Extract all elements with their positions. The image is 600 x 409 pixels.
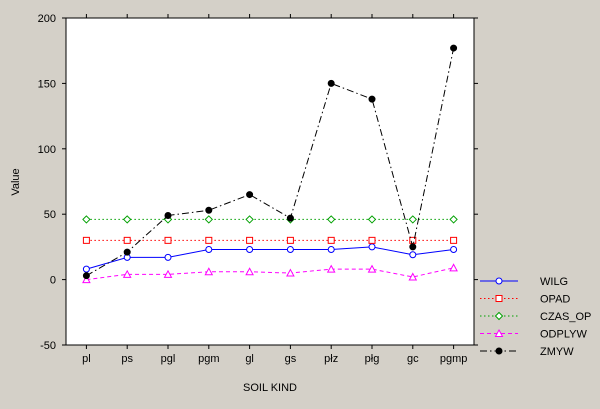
axes: -50 0 50 100 150 200 pl ps pgl pgm gl gs płz płg gc pgm…: [38, 13, 478, 365]
legend-marker: [495, 295, 503, 302]
series-line: [86, 267, 454, 281]
legend-item: ODPLYW: [480, 329, 587, 341]
data-point: [286, 246, 294, 254]
data-point: [122, 269, 132, 278]
series-line: [86, 47, 455, 277]
data-point: [286, 268, 295, 277]
data-point: [82, 265, 90, 273]
data-point: [450, 236, 458, 244]
x-tick-label: pgl: [161, 353, 176, 365]
legend-label: WILG: [540, 276, 568, 288]
series-wilg: [82, 243, 458, 273]
y-tick-label: 50: [44, 209, 56, 221]
legend-marker: [495, 347, 503, 355]
y-tick-label: 0: [50, 275, 56, 287]
data-point: [204, 215, 214, 224]
legend-item: OPAD: [480, 294, 570, 306]
x-tick-label: płg: [365, 353, 380, 365]
data-point: [164, 253, 172, 261]
legend-label: OPAD: [540, 294, 570, 306]
data-point: [327, 236, 335, 244]
data-point: [164, 212, 172, 220]
legend-label: ZMYW: [540, 346, 574, 358]
data-point: [326, 264, 336, 273]
data-point: [246, 236, 254, 244]
x-tick-label: pgmp: [440, 353, 468, 365]
data-point: [409, 243, 417, 251]
data-point: [205, 246, 213, 254]
data-point: [449, 215, 458, 224]
x-tick-label: pl: [82, 353, 91, 365]
data-point: [245, 267, 254, 276]
series-group: [82, 44, 458, 284]
x-tick-label: gl: [245, 353, 254, 365]
data-point: [327, 246, 335, 254]
data-point: [450, 44, 458, 52]
data-point: [409, 251, 417, 259]
data-point: [246, 246, 254, 254]
data-point: [205, 236, 213, 244]
data-point: [246, 191, 254, 199]
y-tick-label: 100: [38, 144, 56, 156]
y-tick-label: 150: [38, 78, 56, 90]
x-axis-label: SOIL KIND: [243, 382, 297, 394]
data-point: [123, 248, 131, 256]
data-point: [245, 215, 254, 224]
data-point: [368, 243, 376, 251]
legend-item: WILG: [480, 276, 568, 288]
series-zmyw: [82, 44, 458, 280]
x-tick-label: płz: [324, 353, 338, 365]
data-point: [326, 215, 336, 224]
data-point: [82, 275, 91, 284]
legend-marker: [494, 328, 504, 337]
series-line: [86, 246, 454, 270]
data-point: [408, 215, 418, 224]
data-point: [82, 236, 90, 244]
data-point: [286, 236, 294, 244]
series-opad: [82, 236, 458, 244]
plot-area: [65, 17, 475, 346]
data-point: [164, 236, 172, 244]
legend-marker: [495, 277, 503, 285]
data-point: [408, 272, 418, 281]
data-point: [449, 263, 458, 272]
data-point: [204, 267, 214, 276]
y-axis-label: Value: [10, 168, 22, 195]
data-point: [82, 215, 91, 224]
data-point: [368, 236, 376, 244]
data-point: [368, 95, 376, 103]
x-tick-label: pgm: [198, 353, 219, 365]
y-tick-label: 200: [38, 13, 56, 25]
x-tick-label: ps: [121, 353, 133, 365]
x-tick-label: gs: [285, 353, 297, 365]
data-point: [122, 215, 132, 224]
data-point: [327, 79, 335, 87]
legend-item: ZMYW: [480, 346, 574, 358]
legend-label: ODPLYW: [540, 329, 587, 341]
x-tick-label: gc: [407, 353, 419, 365]
data-point: [163, 269, 173, 278]
data-point: [205, 206, 213, 214]
data-point: [286, 214, 294, 222]
data-point: [409, 236, 417, 244]
legend-marker: [494, 311, 504, 321]
legend-label: CZAS_OP: [540, 311, 591, 323]
y-tick-label: -50: [40, 340, 56, 352]
legend-item: CZAS_OP: [480, 311, 591, 323]
data-point: [82, 272, 90, 280]
data-point: [367, 264, 377, 273]
data-point: [367, 215, 377, 224]
data-point: [450, 246, 458, 254]
data-point: [123, 236, 131, 244]
series-odplyw: [82, 263, 458, 284]
legend: WILG OPAD CZAS_OP ODPLYW ZMYW: [480, 276, 591, 358]
